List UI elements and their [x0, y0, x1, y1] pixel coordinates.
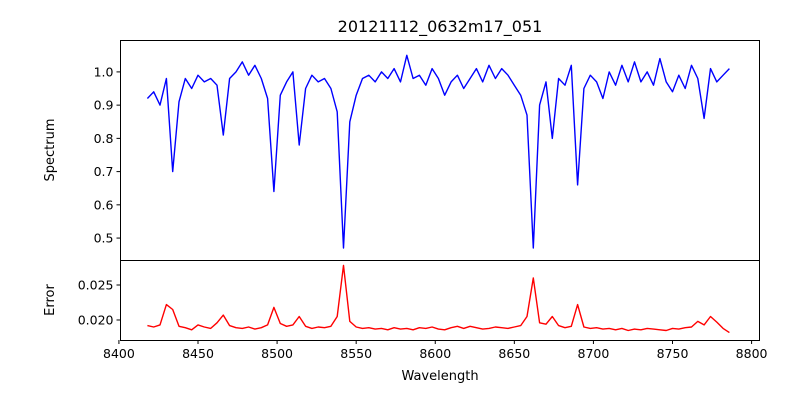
x-tick-label: 8450: [182, 346, 214, 361]
error-series-line: [147, 264, 730, 334]
y-tick-label: 0.025: [78, 277, 114, 292]
y-axis-label-error: Error: [43, 284, 58, 316]
x-tick-label: 8700: [578, 346, 610, 361]
y-tick-label: 0.020: [78, 312, 114, 327]
x-tick-label: 8550: [340, 346, 372, 361]
error-axes-frame: [120, 260, 760, 341]
x-tick-label: 8600: [419, 346, 451, 361]
y-tick-label: 0.6: [94, 197, 114, 212]
y-tick-label: 1.0: [94, 64, 114, 79]
x-axis-label: Wavelength: [401, 369, 478, 384]
x-tick-label: 8400: [103, 346, 135, 361]
chart-title: 20121112_0632m17_051: [338, 17, 543, 37]
y-axis-label-spectrum: Spectrum: [43, 119, 58, 182]
spectrum-series-line: [146, 54, 730, 249]
y-tick-label: 0.5: [94, 231, 114, 246]
x-tick-label: 8500: [261, 346, 293, 361]
y-tick-label: 0.7: [94, 164, 114, 179]
x-tick-label: 8650: [498, 346, 530, 361]
y-tick-label: 0.8: [94, 131, 114, 146]
x-tick-label: 8750: [657, 346, 689, 361]
y-tick-label: 0.9: [94, 98, 114, 113]
x-tick-label: 8800: [736, 346, 768, 361]
